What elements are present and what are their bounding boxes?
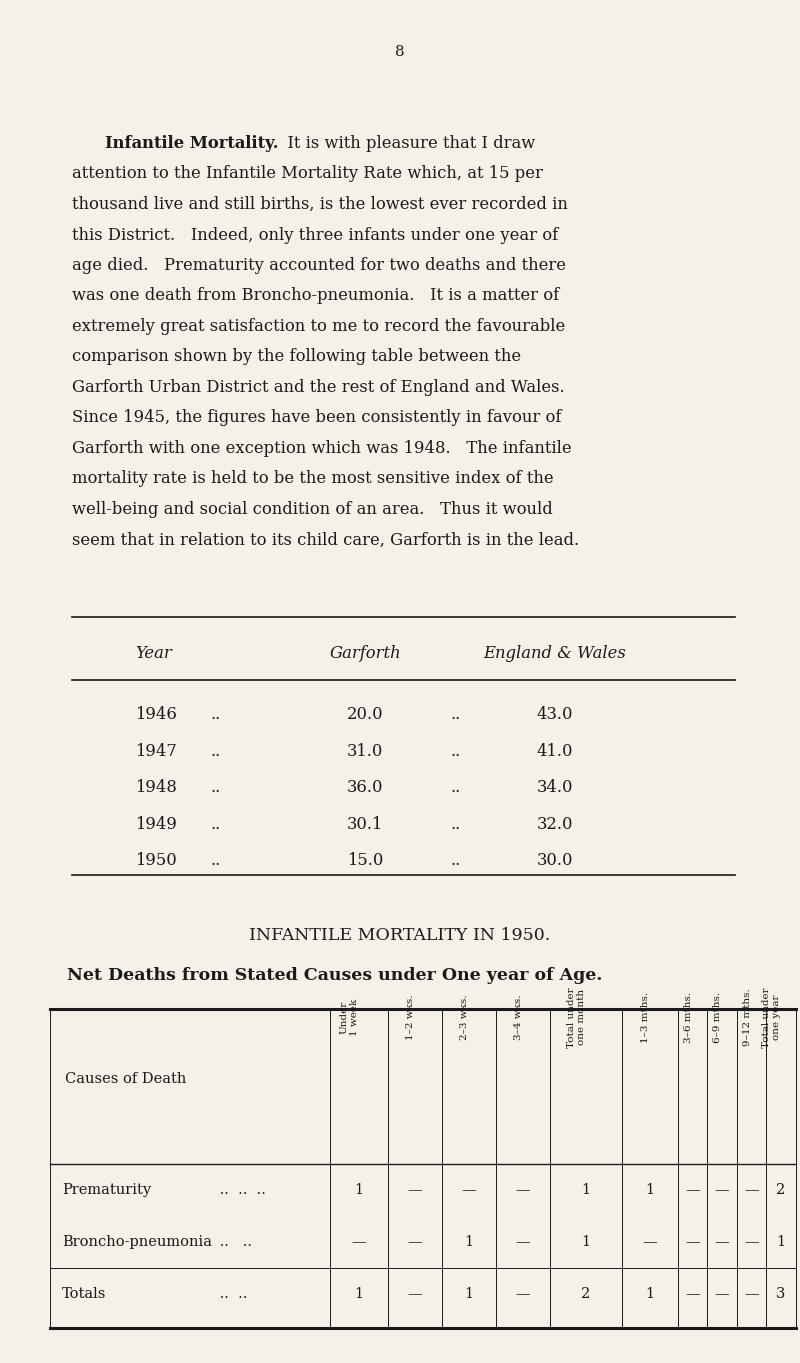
Text: 1: 1 <box>646 1183 654 1197</box>
Text: ..: .. <box>210 780 220 796</box>
Text: 8: 8 <box>395 45 405 59</box>
Text: 43.0: 43.0 <box>537 706 574 724</box>
Text: ..  ..  ..: .. .. .. <box>215 1183 266 1197</box>
Text: Garforth Urban District and the rest of England and Wales.: Garforth Urban District and the rest of … <box>72 379 565 397</box>
Text: 1950: 1950 <box>135 852 177 870</box>
Text: ..: .. <box>450 706 460 724</box>
Text: Since 1945, the figures have been consistently in favour of: Since 1945, the figures have been consis… <box>72 409 562 427</box>
Text: —: — <box>714 1183 730 1197</box>
Text: mortality rate is held to be the most sensitive index of the: mortality rate is held to be the most se… <box>72 470 554 488</box>
Text: ..: .. <box>210 816 220 833</box>
Text: thousand live and still births, is the lowest ever recorded in: thousand live and still births, is the l… <box>72 196 568 213</box>
Text: 2–3 wks.: 2–3 wks. <box>460 995 469 1040</box>
Text: this District.   Indeed, only three infants under one year of: this District. Indeed, only three infant… <box>72 226 558 244</box>
Text: —: — <box>408 1183 422 1197</box>
Text: —: — <box>408 1235 422 1250</box>
Text: Causes of Death: Causes of Death <box>65 1073 186 1086</box>
Text: It is with pleasure that I draw: It is with pleasure that I draw <box>277 135 535 153</box>
Text: Net Deaths from Stated Causes under One year of Age.: Net Deaths from Stated Causes under One … <box>67 968 602 984</box>
Text: Total under
one month: Total under one month <box>566 987 586 1048</box>
Text: 31.0: 31.0 <box>347 743 383 759</box>
Text: Garforth: Garforth <box>329 645 401 662</box>
Text: Totals: Totals <box>62 1287 106 1302</box>
Text: Year: Year <box>135 645 172 662</box>
Text: 1–2 wks.: 1–2 wks. <box>406 995 415 1040</box>
Text: 2: 2 <box>582 1287 590 1302</box>
Text: Broncho-pneumonia: Broncho-pneumonia <box>62 1235 212 1250</box>
Text: attention to the Infantile Mortality Rate which, at 15 per: attention to the Infantile Mortality Rat… <box>72 165 543 183</box>
Text: 1949: 1949 <box>135 816 177 833</box>
Text: —: — <box>352 1235 366 1250</box>
Text: 1: 1 <box>465 1287 474 1302</box>
Text: —: — <box>516 1235 530 1250</box>
Text: 1946: 1946 <box>135 706 177 724</box>
Text: 1: 1 <box>465 1235 474 1250</box>
Text: 1: 1 <box>646 1287 654 1302</box>
Text: —: — <box>744 1183 759 1197</box>
Text: —: — <box>685 1183 700 1197</box>
Text: —: — <box>516 1287 530 1302</box>
Text: Garforth with one exception which was 1948.   The infantile: Garforth with one exception which was 19… <box>72 440 572 457</box>
Text: 36.0: 36.0 <box>346 780 383 796</box>
Text: Infantile Mortality.: Infantile Mortality. <box>105 135 278 153</box>
Text: —: — <box>685 1235 700 1250</box>
Text: —: — <box>516 1183 530 1197</box>
Text: 3–6 mths.: 3–6 mths. <box>683 992 693 1043</box>
Text: extremely great satisfaction to me to record the favourable: extremely great satisfaction to me to re… <box>72 318 566 335</box>
Text: age died.   Prematurity accounted for two deaths and there: age died. Prematurity accounted for two … <box>72 258 566 274</box>
Text: Total under
one year: Total under one year <box>762 987 781 1048</box>
Text: —: — <box>744 1235 759 1250</box>
Text: ..  ..: .. .. <box>215 1287 247 1302</box>
Text: —: — <box>714 1235 730 1250</box>
Text: seem that in relation to its child care, Garforth is in the lead.: seem that in relation to its child care,… <box>72 532 579 548</box>
Text: 1: 1 <box>582 1183 590 1197</box>
Text: —: — <box>642 1235 658 1250</box>
Text: England & Wales: England & Wales <box>484 645 626 662</box>
Text: 1: 1 <box>777 1235 786 1250</box>
Text: 1: 1 <box>354 1287 363 1302</box>
Text: ..: .. <box>450 743 460 759</box>
Text: —: — <box>744 1287 759 1302</box>
Text: Under
1 week: Under 1 week <box>340 999 359 1036</box>
Text: ..: .. <box>450 816 460 833</box>
Text: 9–12 mths.: 9–12 mths. <box>742 988 751 1047</box>
Text: ..: .. <box>450 780 460 796</box>
Text: ..: .. <box>210 706 220 724</box>
Text: 2: 2 <box>776 1183 786 1197</box>
Text: 30.0: 30.0 <box>537 852 574 870</box>
Text: 1948: 1948 <box>135 780 177 796</box>
Text: 1–3 mths.: 1–3 mths. <box>641 992 650 1043</box>
Text: 15.0: 15.0 <box>347 852 383 870</box>
Text: 1: 1 <box>582 1235 590 1250</box>
Text: ..   ..: .. .. <box>215 1235 252 1250</box>
Text: Prematurity: Prematurity <box>62 1183 151 1197</box>
Text: 41.0: 41.0 <box>537 743 574 759</box>
Text: 3–4 wks.: 3–4 wks. <box>514 995 523 1040</box>
Text: 6–9 mths.: 6–9 mths. <box>713 992 722 1043</box>
Text: INFANTILE MORTALITY IN 1950.: INFANTILE MORTALITY IN 1950. <box>250 927 550 945</box>
Text: —: — <box>462 1183 476 1197</box>
Text: 32.0: 32.0 <box>537 816 574 833</box>
Text: was one death from Broncho-pneumonia.   It is a matter of: was one death from Broncho-pneumonia. It… <box>72 288 559 304</box>
Text: well-being and social condition of an area.   Thus it would: well-being and social condition of an ar… <box>72 502 553 518</box>
Text: 3: 3 <box>776 1287 786 1302</box>
Text: ..: .. <box>450 852 460 870</box>
Text: comparison shown by the following table between the: comparison shown by the following table … <box>72 349 521 365</box>
Text: 34.0: 34.0 <box>537 780 574 796</box>
Text: 1947: 1947 <box>135 743 177 759</box>
Text: ..: .. <box>210 743 220 759</box>
Text: —: — <box>685 1287 700 1302</box>
Text: —: — <box>408 1287 422 1302</box>
Text: ..: .. <box>210 852 220 870</box>
Text: 30.1: 30.1 <box>347 816 383 833</box>
Text: 20.0: 20.0 <box>346 706 383 724</box>
Text: —: — <box>714 1287 730 1302</box>
Text: 1: 1 <box>354 1183 363 1197</box>
